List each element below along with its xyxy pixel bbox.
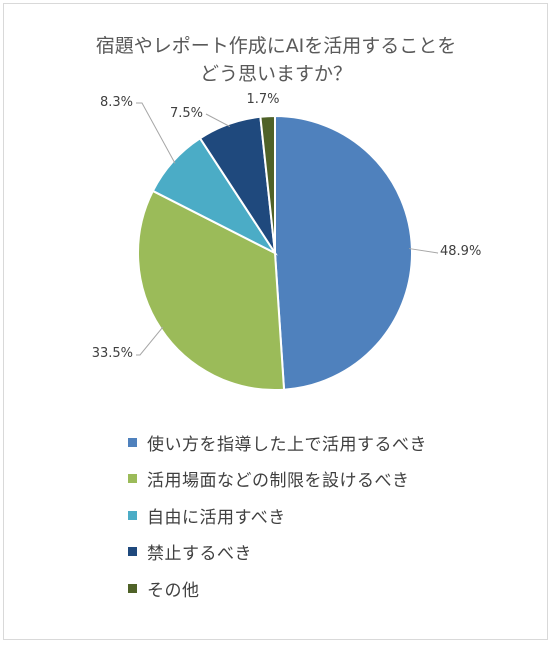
legend-swatch [128, 547, 137, 557]
legend-label: その他 [147, 580, 200, 601]
legend-item: 活用場面などの制限を設けるべき [128, 461, 427, 498]
chart-title-line2: どう思いますか？ [199, 63, 352, 85]
legend-item: 禁止するべき [128, 534, 427, 571]
chart-title-line1: 宿題やレポート作成にAIを活用することを [95, 35, 457, 57]
legend-swatch [128, 510, 137, 520]
pie-slice [137, 189, 286, 391]
legend-label: 禁止するべき [147, 544, 252, 565]
pie-slice [259, 114, 276, 254]
leader-line [136, 102, 176, 164]
data-label: 8.3% [100, 95, 133, 110]
data-label: 7.5% [170, 106, 203, 121]
legend-swatch [128, 474, 137, 484]
legend-swatch [128, 437, 137, 447]
leader-line [136, 326, 164, 356]
legend-label: 活用場面などの制限を設けるべき [147, 471, 410, 492]
data-label: 33.5% [92, 346, 133, 361]
legend-swatch [128, 583, 137, 593]
legend-item: その他 [128, 570, 427, 607]
legend-item: 自由に活用すべき [128, 497, 427, 534]
pie-slice [274, 114, 413, 391]
data-label: 1.7% [246, 92, 279, 107]
chart-legend: 使い方を指導した上で活用するべき 活用場面などの制限を設けるべき 自由に活用すべき禁… [128, 424, 427, 607]
leader-line [205, 113, 231, 127]
data-label: 48.9% [440, 244, 481, 259]
leader-line [409, 248, 439, 254]
legend-item: 使い方を指導した上で活用するべき [128, 424, 427, 461]
legend-label: 自由に活用すべき [147, 507, 286, 528]
legend-label: 使い方を指導した上で活用するべき [147, 434, 427, 455]
